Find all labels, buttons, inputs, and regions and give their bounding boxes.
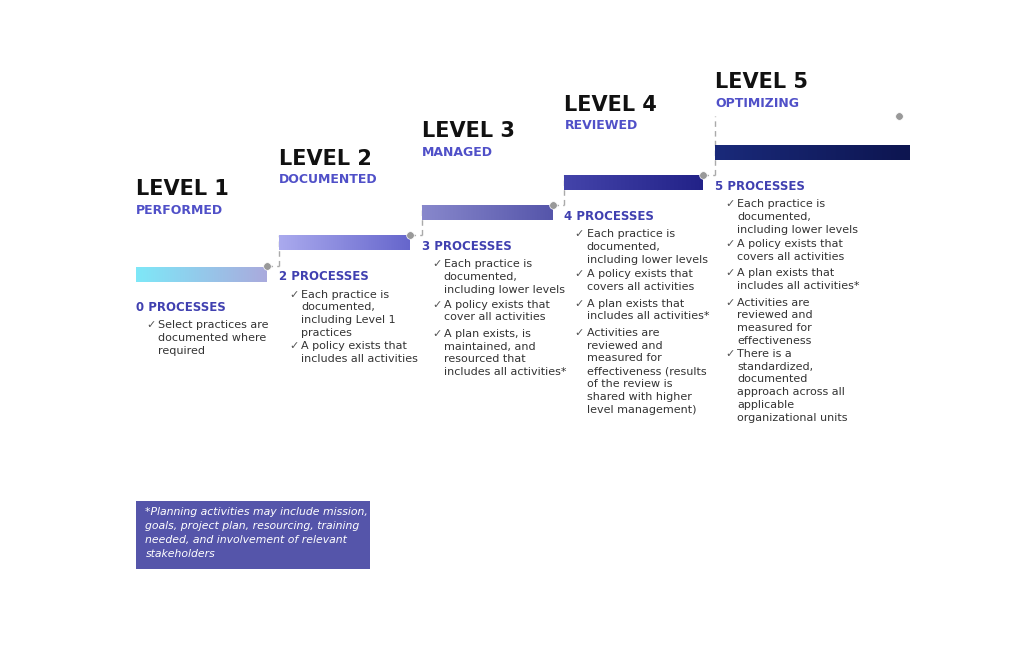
Text: LEVEL 3: LEVEL 3 xyxy=(422,121,514,141)
Text: REVIEWED: REVIEWED xyxy=(564,119,638,132)
Text: ✓: ✓ xyxy=(726,199,735,209)
Text: A policy exists that
covers all activities: A policy exists that covers all activiti… xyxy=(737,239,845,262)
Text: LEVEL 1: LEVEL 1 xyxy=(136,179,228,199)
Text: LEVEL 4: LEVEL 4 xyxy=(564,95,657,114)
Text: Each practice is
documented,
including lower levels: Each practice is documented, including l… xyxy=(587,229,708,265)
Text: ✓: ✓ xyxy=(289,289,298,300)
Text: LEVEL 2: LEVEL 2 xyxy=(279,149,372,169)
Text: 0 PROCESSES: 0 PROCESSES xyxy=(136,301,225,314)
Text: ✓: ✓ xyxy=(726,239,735,249)
Text: A plan exists that
includes all activities*: A plan exists that includes all activiti… xyxy=(587,298,710,321)
Text: ✓: ✓ xyxy=(574,298,584,309)
Text: ✓: ✓ xyxy=(726,268,735,278)
Text: There is a
standardized,
documented
approach across all
applicable
organizationa: There is a standardized, documented appr… xyxy=(737,349,848,423)
Text: Each practice is
documented,
including lower levels: Each practice is documented, including l… xyxy=(443,259,565,295)
Text: 2 PROCESSES: 2 PROCESSES xyxy=(279,270,369,283)
FancyBboxPatch shape xyxy=(136,501,370,569)
Text: A policy exists that
includes all activities: A policy exists that includes all activi… xyxy=(301,341,418,364)
Text: A policy exists that
cover all activities: A policy exists that cover all activitie… xyxy=(443,300,550,323)
Text: Activities are
reviewed and
measured for
effectiveness: Activities are reviewed and measured for… xyxy=(737,298,813,346)
Text: ✓: ✓ xyxy=(574,270,584,279)
Text: 3 PROCESSES: 3 PROCESSES xyxy=(422,240,511,253)
Text: LEVEL 5: LEVEL 5 xyxy=(715,72,808,93)
Text: Each practice is
documented,
including lower levels: Each practice is documented, including l… xyxy=(737,199,858,234)
Text: A plan exists that
includes all activities*: A plan exists that includes all activiti… xyxy=(737,268,860,291)
Text: ✓: ✓ xyxy=(574,229,584,239)
Text: A policy exists that
covers all activities: A policy exists that covers all activiti… xyxy=(587,270,694,293)
Text: ✓: ✓ xyxy=(432,328,441,339)
Text: Each practice is
documented,
including Level 1
practices: Each practice is documented, including L… xyxy=(301,289,395,338)
Text: ✓: ✓ xyxy=(289,341,298,351)
Text: ✓: ✓ xyxy=(726,298,735,308)
Text: ✓: ✓ xyxy=(574,328,584,338)
Text: PERFORMED: PERFORMED xyxy=(136,204,223,217)
Text: MANAGED: MANAGED xyxy=(422,146,493,159)
Text: ✓: ✓ xyxy=(432,259,441,270)
Text: Select practices are
documented where
required: Select practices are documented where re… xyxy=(158,320,268,356)
Text: A plan exists, is
maintained, and
resourced that
includes all activities*: A plan exists, is maintained, and resour… xyxy=(443,328,566,377)
Text: ✓: ✓ xyxy=(726,349,735,359)
Text: *Planning activities may include mission,
goals, project plan, resourcing, train: *Planning activities may include mission… xyxy=(145,507,369,559)
Text: Activities are
reviewed and
measured for
effectiveness (results
of the review is: Activities are reviewed and measured for… xyxy=(587,328,707,415)
Text: 4 PROCESSES: 4 PROCESSES xyxy=(564,210,654,223)
Text: ✓: ✓ xyxy=(146,320,156,330)
Text: 5 PROCESSES: 5 PROCESSES xyxy=(715,180,805,193)
Text: OPTIMIZING: OPTIMIZING xyxy=(715,97,800,110)
Text: DOCUMENTED: DOCUMENTED xyxy=(279,174,378,187)
Text: ✓: ✓ xyxy=(432,300,441,310)
